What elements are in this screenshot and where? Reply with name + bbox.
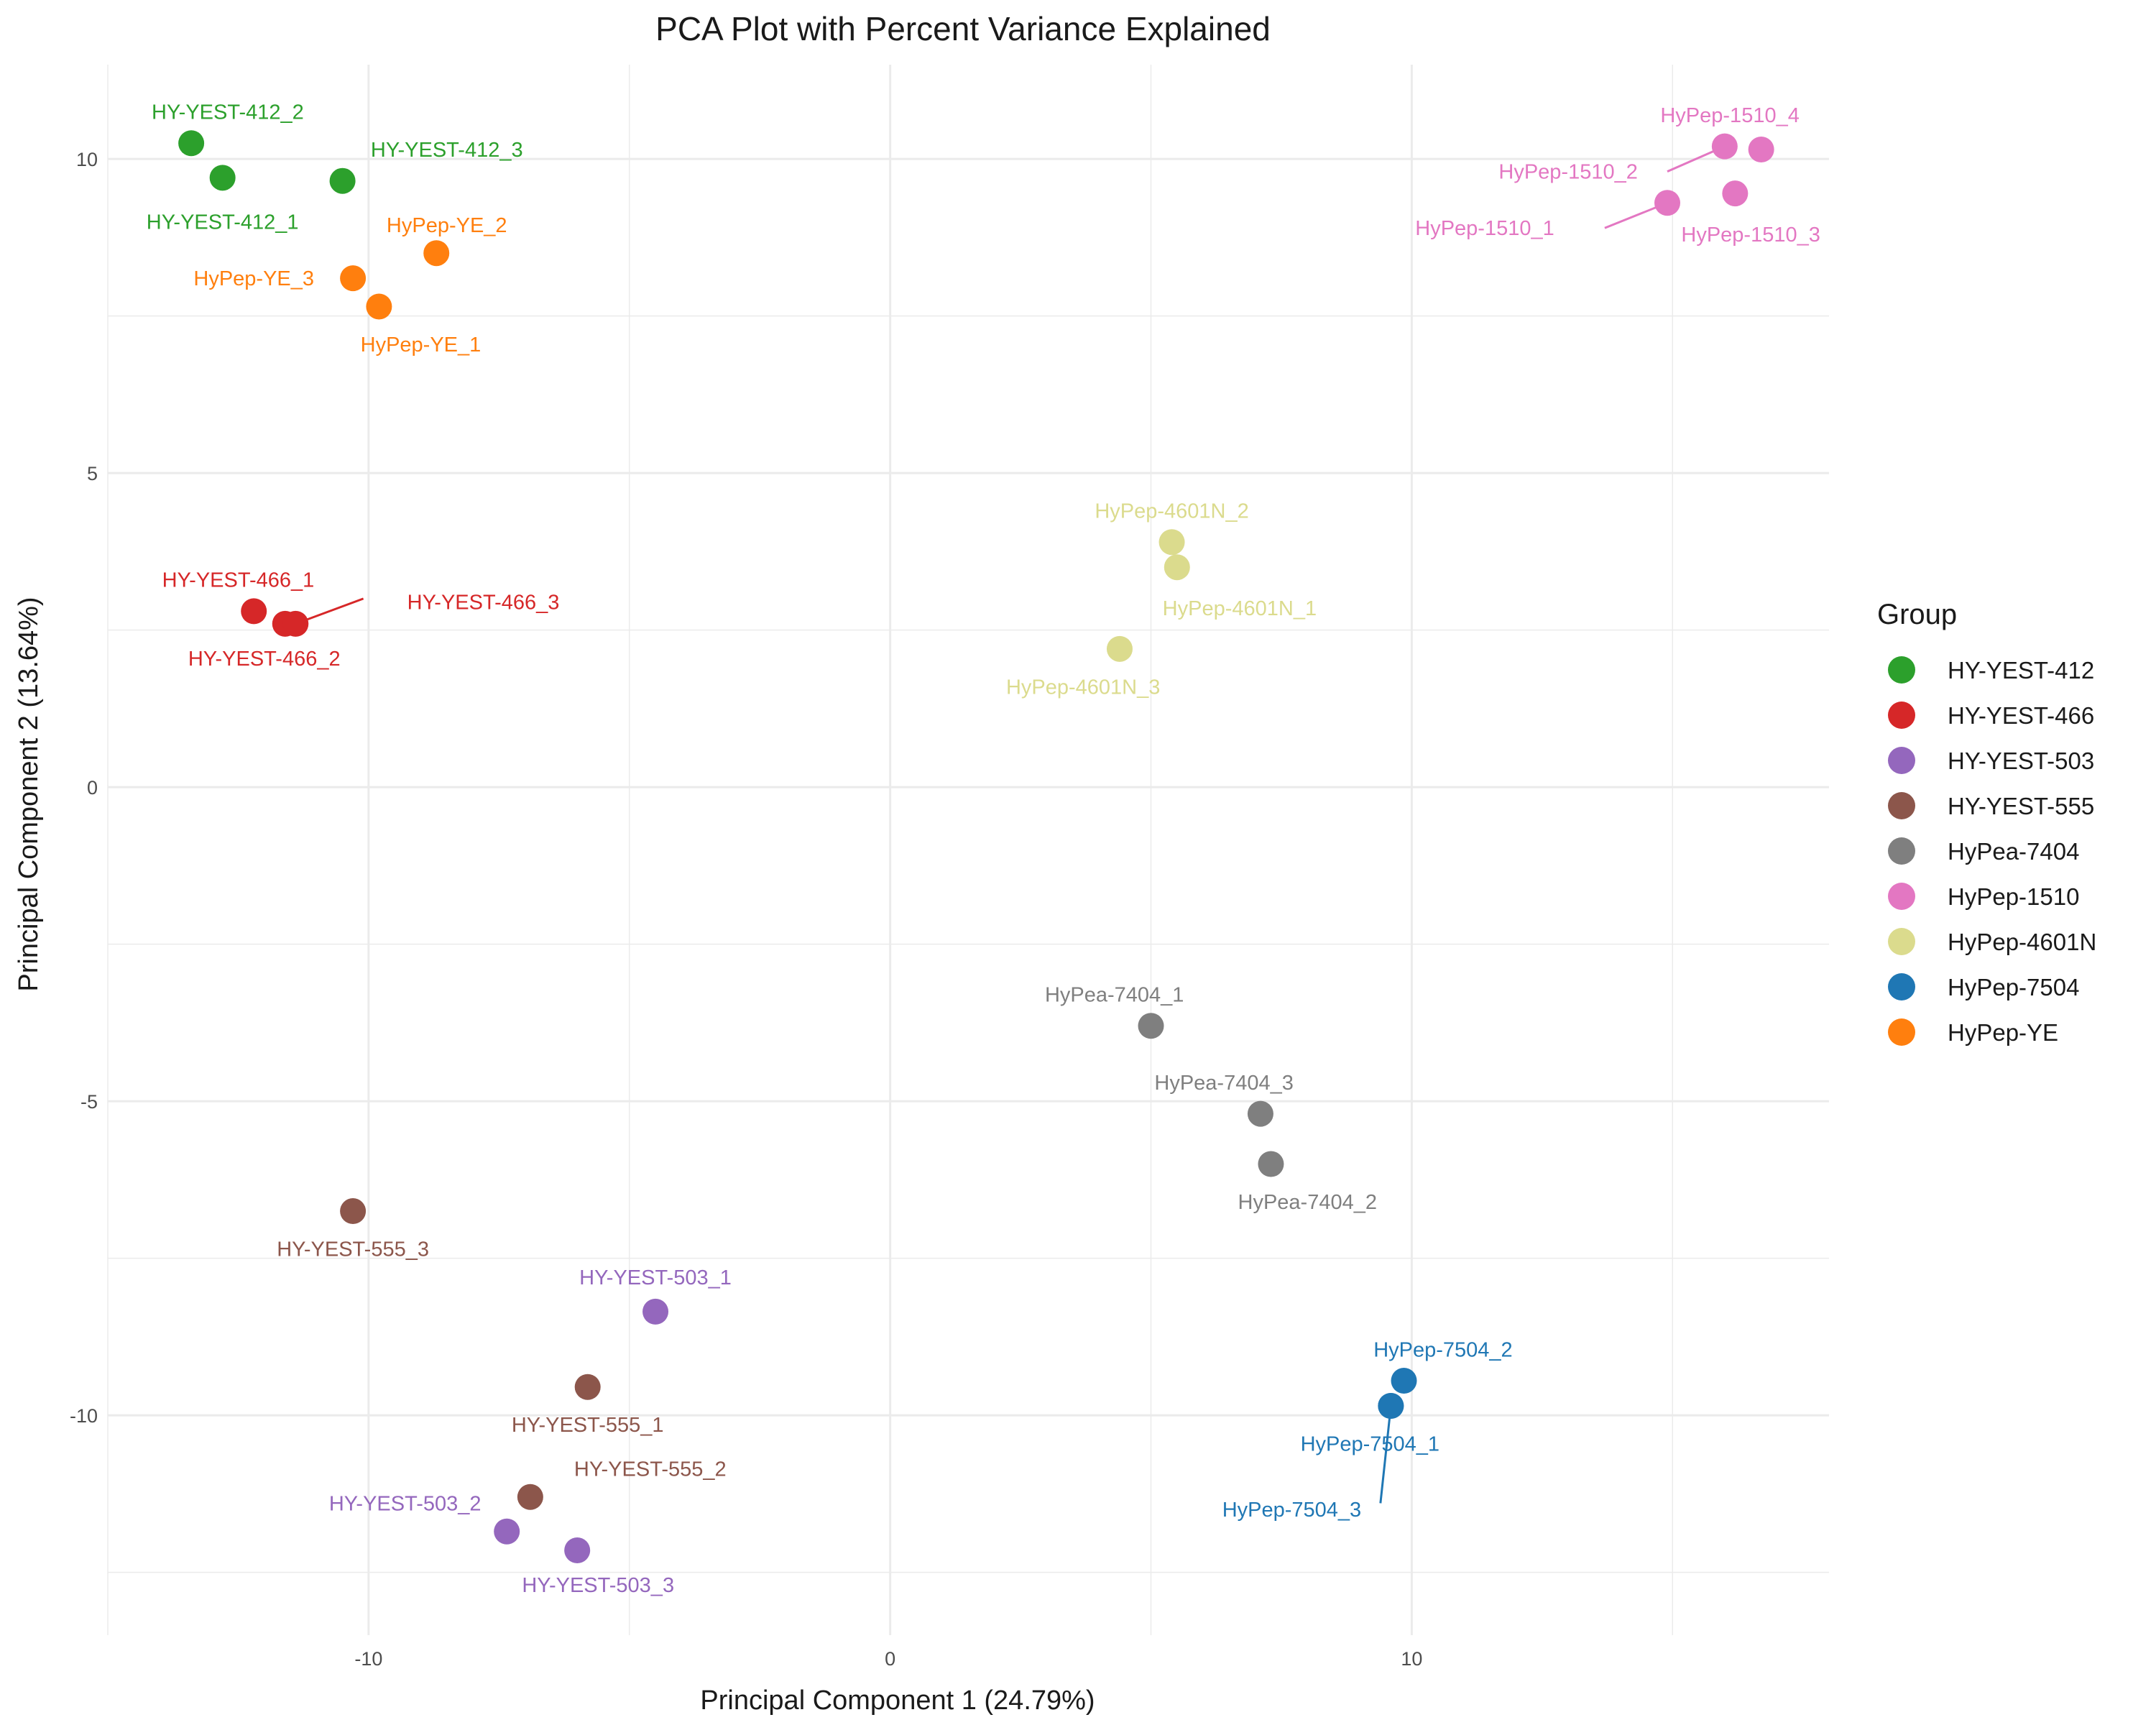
point-labels: HY-YEST-412_1 HY-YEST-412_2 HY-YEST-412_3 H… — [147, 101, 1820, 1598]
data-point — [564, 1537, 591, 1564]
tick-labels: -10 0 10 -10 -5 0 5 10 — [70, 149, 1422, 1670]
point-label: HyPep-4601N_3 — [1006, 676, 1160, 699]
data-point — [517, 1484, 543, 1510]
legend-key — [1888, 837, 1915, 865]
y-tick-label: 5 — [87, 463, 98, 484]
point-label: HY-YEST-412_2 — [152, 101, 304, 124]
point-label: HyPea-7404_1 — [1045, 984, 1184, 1007]
point-label: HyPep-1510_4 — [1660, 104, 1799, 127]
data-point — [340, 1198, 367, 1225]
point-label: HyPep-1510_2 — [1498, 161, 1637, 184]
point-label: HyPea-7404_2 — [1238, 1191, 1377, 1214]
data-point — [494, 1518, 520, 1545]
y-axis-title: Principal Component 2 (13.64%) — [14, 597, 44, 991]
x-tick-label: 0 — [885, 1648, 895, 1670]
grid-lines — [107, 65, 1829, 1635]
data-point — [1654, 190, 1681, 216]
point-label: HyPep-7504_1 — [1301, 1432, 1439, 1455]
point-label: HyPep-1510_1 — [1415, 217, 1554, 240]
data-point — [642, 1298, 669, 1325]
point-label: HY-YEST-503_2 — [329, 1492, 482, 1515]
data-point — [1258, 1151, 1284, 1177]
data-point — [1711, 133, 1738, 160]
point-label: HyPea-7404_3 — [1154, 1072, 1293, 1095]
legend-label: HyPep-1510 — [1948, 883, 2079, 910]
data-point — [423, 240, 450, 267]
data-point — [1722, 180, 1749, 207]
data-point — [1138, 1013, 1164, 1039]
legend-title: Group — [1877, 599, 1957, 630]
point-label: HyPep-7504_2 — [1373, 1338, 1512, 1361]
x-axis-title: Principal Component 1 (24.79%) — [700, 1685, 1095, 1716]
data-point — [1748, 136, 1774, 162]
y-tick-label: -10 — [70, 1405, 98, 1427]
data-points — [178, 130, 1774, 1564]
point-label: HyPep-4601N_2 — [1095, 500, 1248, 523]
point-label: HY-YEST-503_3 — [522, 1574, 674, 1597]
legend-key — [1888, 747, 1915, 774]
point-label: HY-YEST-466_1 — [162, 569, 315, 592]
x-tick-label: 10 — [1401, 1648, 1422, 1670]
point-label: HY-YEST-555_2 — [574, 1458, 727, 1481]
data-point — [340, 265, 367, 292]
legend-label: HyPea-7404 — [1948, 838, 2079, 865]
legend-label: HyPep-7504 — [1948, 974, 2079, 1000]
point-label: HyPep-YE_2 — [387, 214, 507, 237]
legend-key — [1888, 702, 1915, 729]
data-point — [1158, 529, 1185, 556]
data-point — [282, 610, 309, 637]
point-label: HyPep-4601N_1 — [1163, 597, 1317, 620]
x-tick-label: -10 — [354, 1648, 382, 1670]
legend: Group HY-YEST-412 HY-YEST-466 HY-YEST-503 H… — [1877, 599, 2096, 1046]
data-point — [329, 167, 356, 194]
y-tick-label: 0 — [87, 777, 98, 799]
point-label: HY-YEST-555_1 — [512, 1414, 664, 1437]
point-label: HY-YEST-555_3 — [277, 1238, 429, 1261]
legend-key — [1888, 656, 1915, 684]
data-point — [1378, 1392, 1404, 1419]
point-label: HyPep-YE_1 — [361, 334, 482, 356]
data-point — [209, 165, 236, 191]
legend-label: HY-YEST-412 — [1948, 657, 2094, 684]
data-point — [1247, 1100, 1273, 1127]
point-label: HyPep-YE_3 — [193, 267, 314, 290]
legend-key — [1888, 792, 1915, 819]
point-label: HY-YEST-503_1 — [579, 1266, 732, 1289]
y-tick-label: -5 — [80, 1091, 98, 1113]
legend-key — [1888, 1018, 1915, 1046]
data-point — [178, 130, 205, 157]
data-point — [241, 598, 267, 625]
data-point — [1391, 1368, 1417, 1394]
data-point — [1164, 554, 1190, 581]
legend-label: HY-YEST-466 — [1948, 702, 2094, 729]
point-label: HY-YEST-466_2 — [188, 648, 341, 671]
legend-key — [1888, 928, 1915, 955]
legend-label: HyPep-4601N — [1948, 929, 2096, 955]
legend-label: HyPep-YE — [1948, 1019, 2058, 1046]
chart-title: PCA Plot with Percent Variance Explained — [655, 10, 1271, 47]
point-label: HY-YEST-412_3 — [371, 139, 523, 162]
point-label: HyPep-1510_3 — [1681, 224, 1820, 247]
point-label: HY-YEST-412_1 — [147, 211, 299, 234]
legend-label: HY-YEST-555 — [1948, 793, 2094, 819]
point-label: HY-YEST-466_3 — [407, 591, 560, 614]
data-point — [574, 1374, 601, 1400]
data-point — [1106, 635, 1133, 662]
legend-label: HY-YEST-503 — [1948, 748, 2094, 774]
label-leader-line — [1379, 1405, 1392, 1504]
data-point — [366, 293, 392, 320]
legend-key — [1888, 883, 1915, 910]
point-label: HyPep-7504_3 — [1222, 1499, 1361, 1522]
legend-key — [1888, 973, 1915, 1000]
y-tick-label: 10 — [76, 149, 98, 170]
